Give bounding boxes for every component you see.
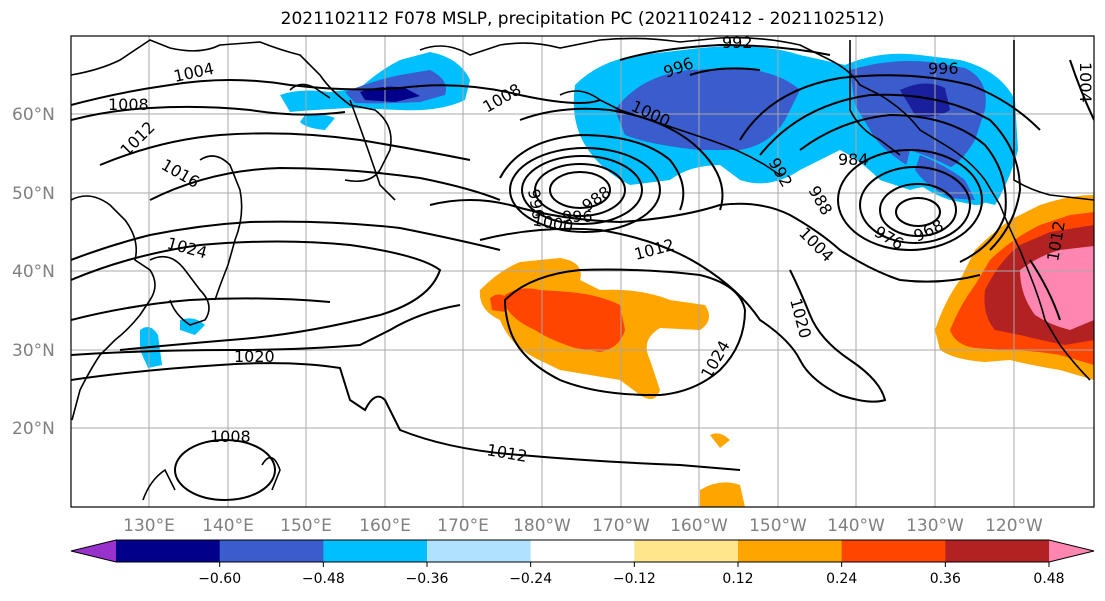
colorbar-swatch [116, 540, 221, 562]
colorbar-swatch [841, 540, 946, 562]
colorbar-ticks: −0.60 −0.48 −0.36 −0.24 −0.12 0.12 0.24 0.36 0.4… [198, 562, 1065, 587]
isobar-label: 1008 [108, 95, 149, 114]
graticule [71, 36, 1094, 507]
isobar-label: 1020 [234, 347, 275, 366]
colorbar-swatch [323, 540, 428, 562]
isobar-label: 996 [928, 59, 959, 78]
colorbar-tick-label: −0.60 [198, 571, 241, 587]
lon-label: 150°W [749, 516, 807, 536]
lon-label: 130°E [123, 516, 175, 536]
precipitation-shading [140, 46, 1094, 507]
colorbar-tick-label: 0.24 [826, 571, 857, 587]
lon-label: 170°E [437, 516, 489, 536]
lon-label: 160°W [670, 516, 728, 536]
colorbar-swatch [945, 540, 1050, 562]
colorbar-swatch [427, 540, 532, 562]
longitude-labels: 130°E 140°E 150°E 160°E 170°E 180°W 170°… [123, 516, 1043, 536]
lat-label: 60°N [12, 105, 55, 125]
isobar-label: 984 [838, 150, 869, 169]
colorbar-tick-label: −0.36 [406, 571, 449, 587]
lon-label: 140°W [827, 516, 885, 536]
lat-label: 30°N [12, 341, 55, 361]
isobar-label: 1008 [210, 427, 251, 446]
colorbar-tick-label: 0.48 [1033, 571, 1064, 587]
colorbar-tick-label: −0.24 [509, 571, 552, 587]
lon-label: 130°W [906, 516, 964, 536]
colorbar [70, 539, 1095, 563]
lon-label: 170°W [592, 516, 650, 536]
lat-label: 50°N [12, 184, 55, 204]
lat-label: 20°N [12, 419, 55, 439]
isobar-label: 996 [562, 207, 593, 226]
colorbar-tick-label: 0.36 [930, 571, 961, 587]
latitude-labels: 60°N 50°N 40°N 30°N 20°N [12, 105, 55, 439]
map-frame [70, 35, 1095, 508]
colorbar-swatch [219, 540, 324, 562]
isobars [71, 43, 1094, 501]
colorbar-tick-label: −0.12 [613, 571, 656, 587]
lon-label: 140°E [202, 516, 254, 536]
lat-label: 40°N [12, 262, 55, 282]
colorbar-swatch [530, 540, 635, 562]
lon-label: 180°W [513, 516, 571, 536]
lon-label: 150°E [280, 516, 332, 536]
colorbar-swatch [738, 540, 843, 562]
colorbar-swatch [634, 540, 739, 562]
isobar-label: 992 [722, 33, 753, 52]
lon-label: 160°E [359, 516, 411, 536]
isobar-label: 1004 [1076, 62, 1095, 103]
map-title: 2021102112 F078 MSLP, precipitation PC (… [280, 9, 885, 29]
isobar-labels: 1004 1008 1012 1016 1024 1020 1008 1012 … [108, 33, 1095, 466]
colorbar-tick-label: −0.48 [302, 571, 345, 587]
colorbar-tick-label: 0.12 [722, 571, 753, 587]
colorbar-extend-high [1049, 540, 1094, 562]
colorbar-outline [70, 539, 1095, 563]
colorbar-extend-low [71, 540, 116, 562]
lon-label: 120°W [985, 516, 1043, 536]
